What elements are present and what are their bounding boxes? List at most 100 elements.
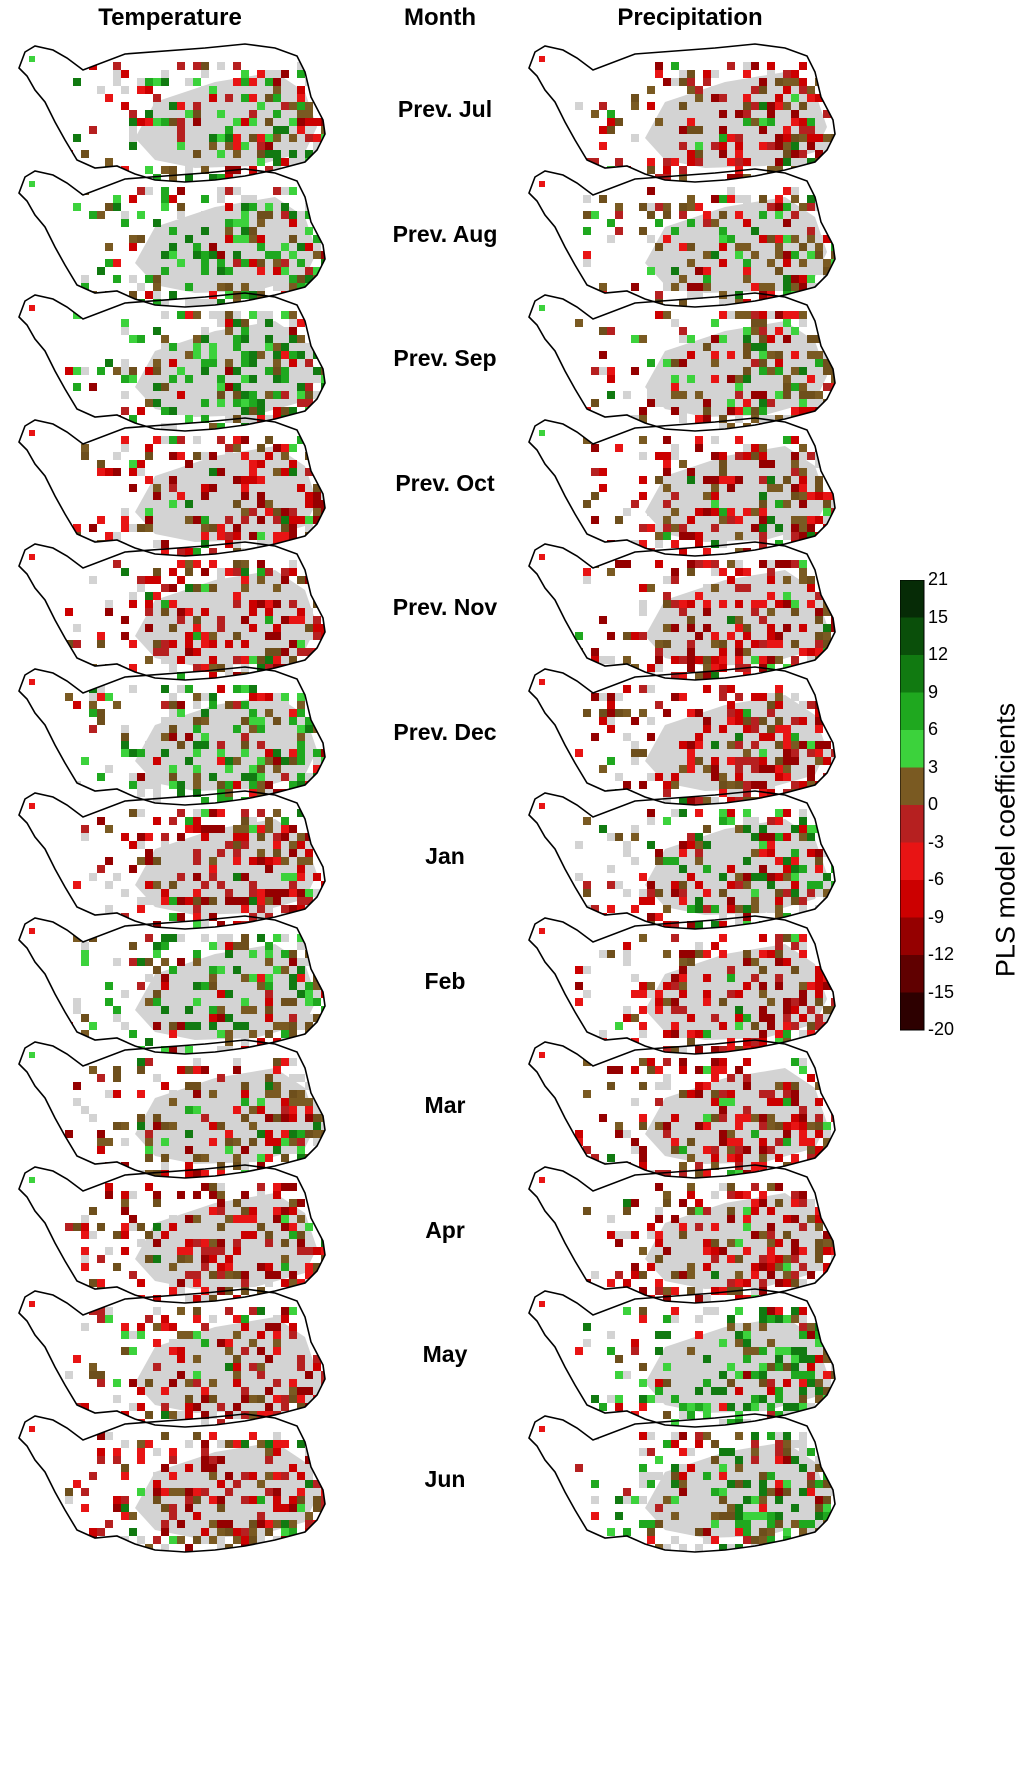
grid-cell — [719, 809, 727, 817]
grid-cell — [241, 70, 249, 78]
grid-cell — [209, 250, 217, 259]
grid-cell — [281, 600, 289, 608]
grid-cell — [783, 218, 791, 227]
grid-cell — [623, 780, 631, 789]
grid-cell — [297, 515, 305, 524]
grid-cell — [671, 857, 679, 865]
grid-cell — [735, 150, 743, 158]
grid-cell — [225, 282, 233, 291]
grid-cell — [209, 913, 217, 921]
grid-cell — [751, 443, 759, 452]
grid-cell — [177, 1246, 185, 1255]
grid-cell — [759, 716, 767, 725]
grid-cell — [775, 1098, 783, 1106]
grid-cell — [719, 889, 727, 897]
grid-cell — [177, 740, 185, 749]
grid-cell — [799, 1013, 807, 1022]
grid-cell — [289, 507, 297, 516]
grid-cell — [177, 210, 185, 219]
grid-cell — [241, 282, 249, 291]
grid-cell — [297, 210, 305, 219]
grid-cell — [241, 94, 249, 102]
grid-cell — [719, 367, 727, 375]
grid-cell — [767, 1021, 775, 1030]
grid-cell — [201, 897, 209, 905]
grid-cell — [607, 692, 615, 701]
grid-cell — [735, 1021, 743, 1030]
grid-cell — [329, 1114, 337, 1122]
grid-cell — [201, 359, 209, 367]
grid-cell — [169, 1246, 177, 1255]
grid-cell — [607, 367, 615, 375]
grid-cell — [663, 576, 671, 584]
grid-cell — [281, 451, 289, 460]
grid-cell — [65, 367, 73, 375]
grid-cell — [193, 584, 201, 592]
grid-cell — [105, 608, 113, 616]
grid-cell — [751, 1206, 759, 1215]
grid-cell — [775, 274, 783, 283]
grid-cell — [615, 1122, 623, 1130]
grid-cell — [97, 266, 105, 275]
grid-cell — [639, 435, 647, 444]
grid-cell — [105, 202, 113, 211]
grid-cell — [679, 1146, 687, 1154]
grid-cell — [719, 483, 727, 492]
grid-cell — [775, 592, 783, 600]
grid-cell — [273, 158, 281, 166]
grid-cell — [217, 150, 225, 158]
grid-cell — [839, 974, 847, 982]
grid-cell — [225, 780, 233, 789]
grid-cell — [735, 1005, 743, 1014]
grid-cell — [89, 1021, 97, 1030]
grid-cell — [695, 475, 703, 484]
grid-cell — [225, 1005, 233, 1014]
grid-cell — [735, 905, 743, 913]
grid-cell — [257, 756, 265, 765]
grid-cell — [767, 732, 775, 741]
grid-cell — [759, 142, 767, 150]
grid-cell — [679, 1122, 687, 1130]
grid-cell — [281, 242, 289, 251]
grid-cell — [751, 507, 759, 516]
grid-cell — [281, 311, 289, 319]
grid-cell — [289, 282, 297, 291]
grid-cell — [719, 335, 727, 343]
grid-cell — [831, 391, 835, 399]
grid-cell — [161, 1170, 169, 1178]
grid-cell — [217, 134, 225, 142]
grid-cell — [751, 973, 759, 982]
grid-cell — [783, 756, 791, 765]
grid-cell — [743, 102, 751, 110]
grid-cell — [719, 210, 727, 219]
grid-cell — [687, 873, 695, 881]
plateau-outline — [18, 1163, 326, 1304]
grid-cell — [743, 483, 751, 492]
grid-cell — [233, 1106, 241, 1114]
grid-cell — [89, 126, 97, 134]
grid-cell — [97, 1278, 105, 1287]
grid-cell — [839, 982, 847, 990]
grid-cell — [257, 1230, 265, 1239]
grid-cell — [113, 560, 121, 568]
grid-cell — [329, 701, 337, 709]
grid-cell — [297, 1130, 305, 1138]
grid-cell — [839, 1271, 847, 1279]
grid-cell — [193, 748, 201, 757]
grid-cell — [185, 218, 193, 227]
grid-cell — [329, 1199, 337, 1207]
grid-cell — [145, 624, 153, 632]
grid-cell — [169, 1339, 177, 1347]
grid-cell — [121, 391, 129, 399]
grid-cell — [241, 732, 249, 741]
grid-cell — [233, 600, 241, 608]
grid-cell — [265, 166, 273, 174]
grid-cell — [727, 716, 735, 725]
grid-cell — [161, 194, 169, 203]
grid-cell — [823, 234, 831, 243]
grid-cell — [233, 1029, 241, 1038]
grid-cell — [121, 407, 129, 415]
grid-cell — [623, 1198, 631, 1207]
grid-cell — [823, 218, 831, 227]
grid-cell — [305, 1114, 313, 1122]
